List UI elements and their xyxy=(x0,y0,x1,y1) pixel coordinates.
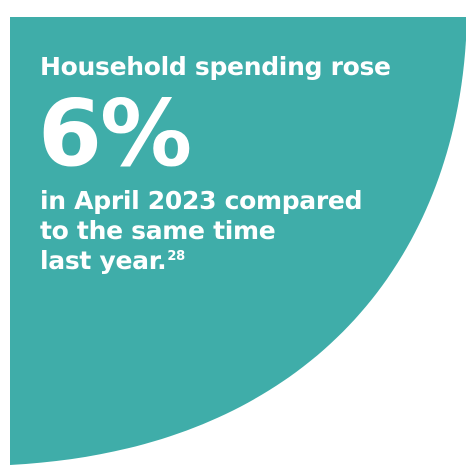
detail-line-2: to the same time xyxy=(40,216,276,245)
footnote-reference: 28 xyxy=(167,248,185,264)
detail-line-1: in April 2023 compared xyxy=(40,186,363,215)
headline: Household spending rose xyxy=(40,52,391,81)
stat-detail: in April 2023 compared to the same time … xyxy=(40,186,440,276)
stat-value: 6% xyxy=(38,80,192,187)
stat-text: Household spending rose 6% in April 2023… xyxy=(38,50,440,276)
detail-line-3-text: last year. xyxy=(40,246,167,275)
detail-line-3: last year.28 xyxy=(40,246,440,276)
